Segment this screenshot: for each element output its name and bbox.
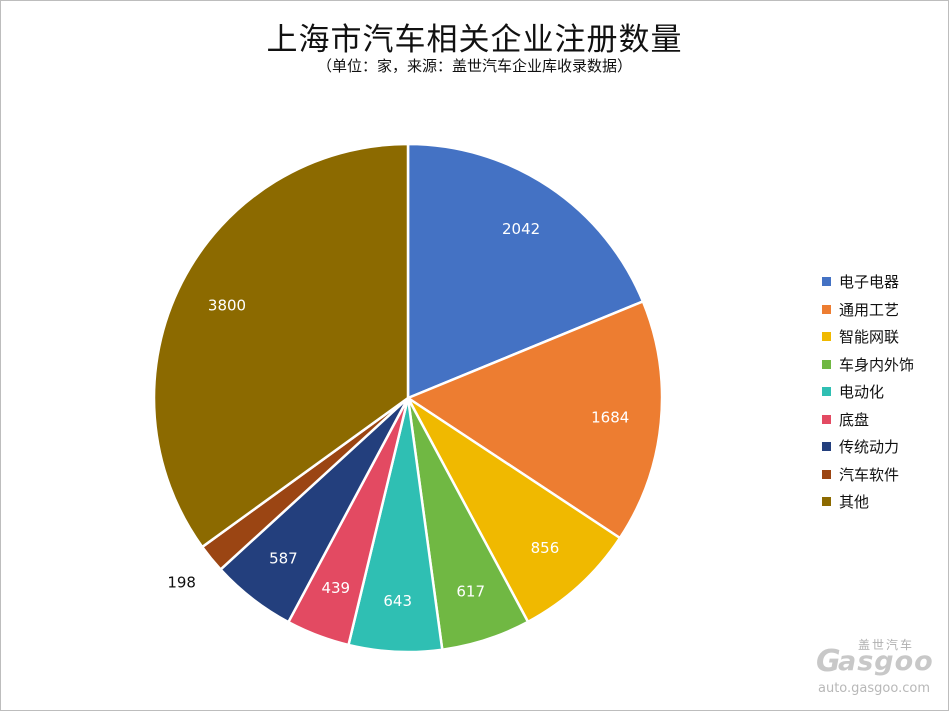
- legend-swatch: [822, 414, 831, 424]
- legend-item-7: 传统动力: [822, 433, 914, 461]
- legend-swatch: [822, 469, 831, 479]
- chart-title: 上海市汽车相关企业注册数量: [266, 22, 683, 58]
- legend-swatch: [822, 277, 831, 287]
- data-label-2: 1684: [591, 409, 629, 427]
- chart-legend: 电子电器通用工艺智能网联车身内外饰电动化底盘传统动力汽车软件其他: [822, 268, 914, 516]
- pie-slice-1: [406, 142, 645, 400]
- data-label-6: 439: [321, 579, 350, 597]
- pie-slice-2: [406, 300, 664, 540]
- legend-swatch: [822, 497, 831, 507]
- legend-label: 电动化: [839, 383, 885, 402]
- watermark-brand-cn: 盖世汽车: [858, 638, 915, 652]
- legend-swatch: [822, 359, 831, 369]
- data-label-3: 856: [531, 539, 560, 557]
- data-label-1: 2042: [502, 220, 540, 238]
- data-label-7: 587: [269, 550, 298, 568]
- legend-item-1: 电子电器: [822, 268, 914, 296]
- legend-label: 通用工艺: [839, 300, 900, 319]
- legend-swatch: [822, 387, 831, 397]
- chart-subtitle: （单位：家，来源：盖世汽车企业库收录数据）: [316, 57, 632, 75]
- watermark-url: auto.gasgoo.com: [818, 681, 930, 696]
- legend-label: 传统动力: [839, 438, 900, 457]
- legend-swatch: [822, 332, 831, 342]
- legend-item-8: 汽车软件: [822, 461, 914, 489]
- legend-swatch: [822, 442, 831, 452]
- legend-label: 智能网联: [839, 328, 900, 347]
- legend-item-9: 其他: [822, 488, 914, 516]
- legend-swatch: [822, 304, 831, 314]
- watermark-logo-g: G: [816, 644, 841, 679]
- data-label-9: 3800: [208, 297, 246, 315]
- legend-label: 汽车软件: [839, 465, 900, 484]
- watermark-brand-en: asgoo: [838, 646, 934, 677]
- data-label-5: 643: [383, 592, 412, 610]
- gasgoo-watermark: 盖世汽车 G asgoo auto.gasgoo.com: [808, 636, 938, 702]
- legend-item-5: 电动化: [822, 378, 914, 406]
- legend-item-6: 底盘: [822, 406, 914, 434]
- pie-slice-9: [152, 142, 410, 549]
- legend-label: 底盘: [839, 410, 870, 429]
- legend-label: 其他: [839, 493, 870, 512]
- legend-label: 车身内外饰: [839, 355, 915, 374]
- data-label-4: 617: [456, 582, 485, 600]
- legend-item-2: 通用工艺: [822, 296, 914, 324]
- legend-label: 电子电器: [839, 273, 900, 292]
- legend-item-3: 智能网联: [822, 323, 914, 351]
- data-label-8: 198: [167, 573, 196, 591]
- pie-slice-3: [406, 396, 622, 624]
- legend-item-4: 车身内外饰: [822, 351, 914, 379]
